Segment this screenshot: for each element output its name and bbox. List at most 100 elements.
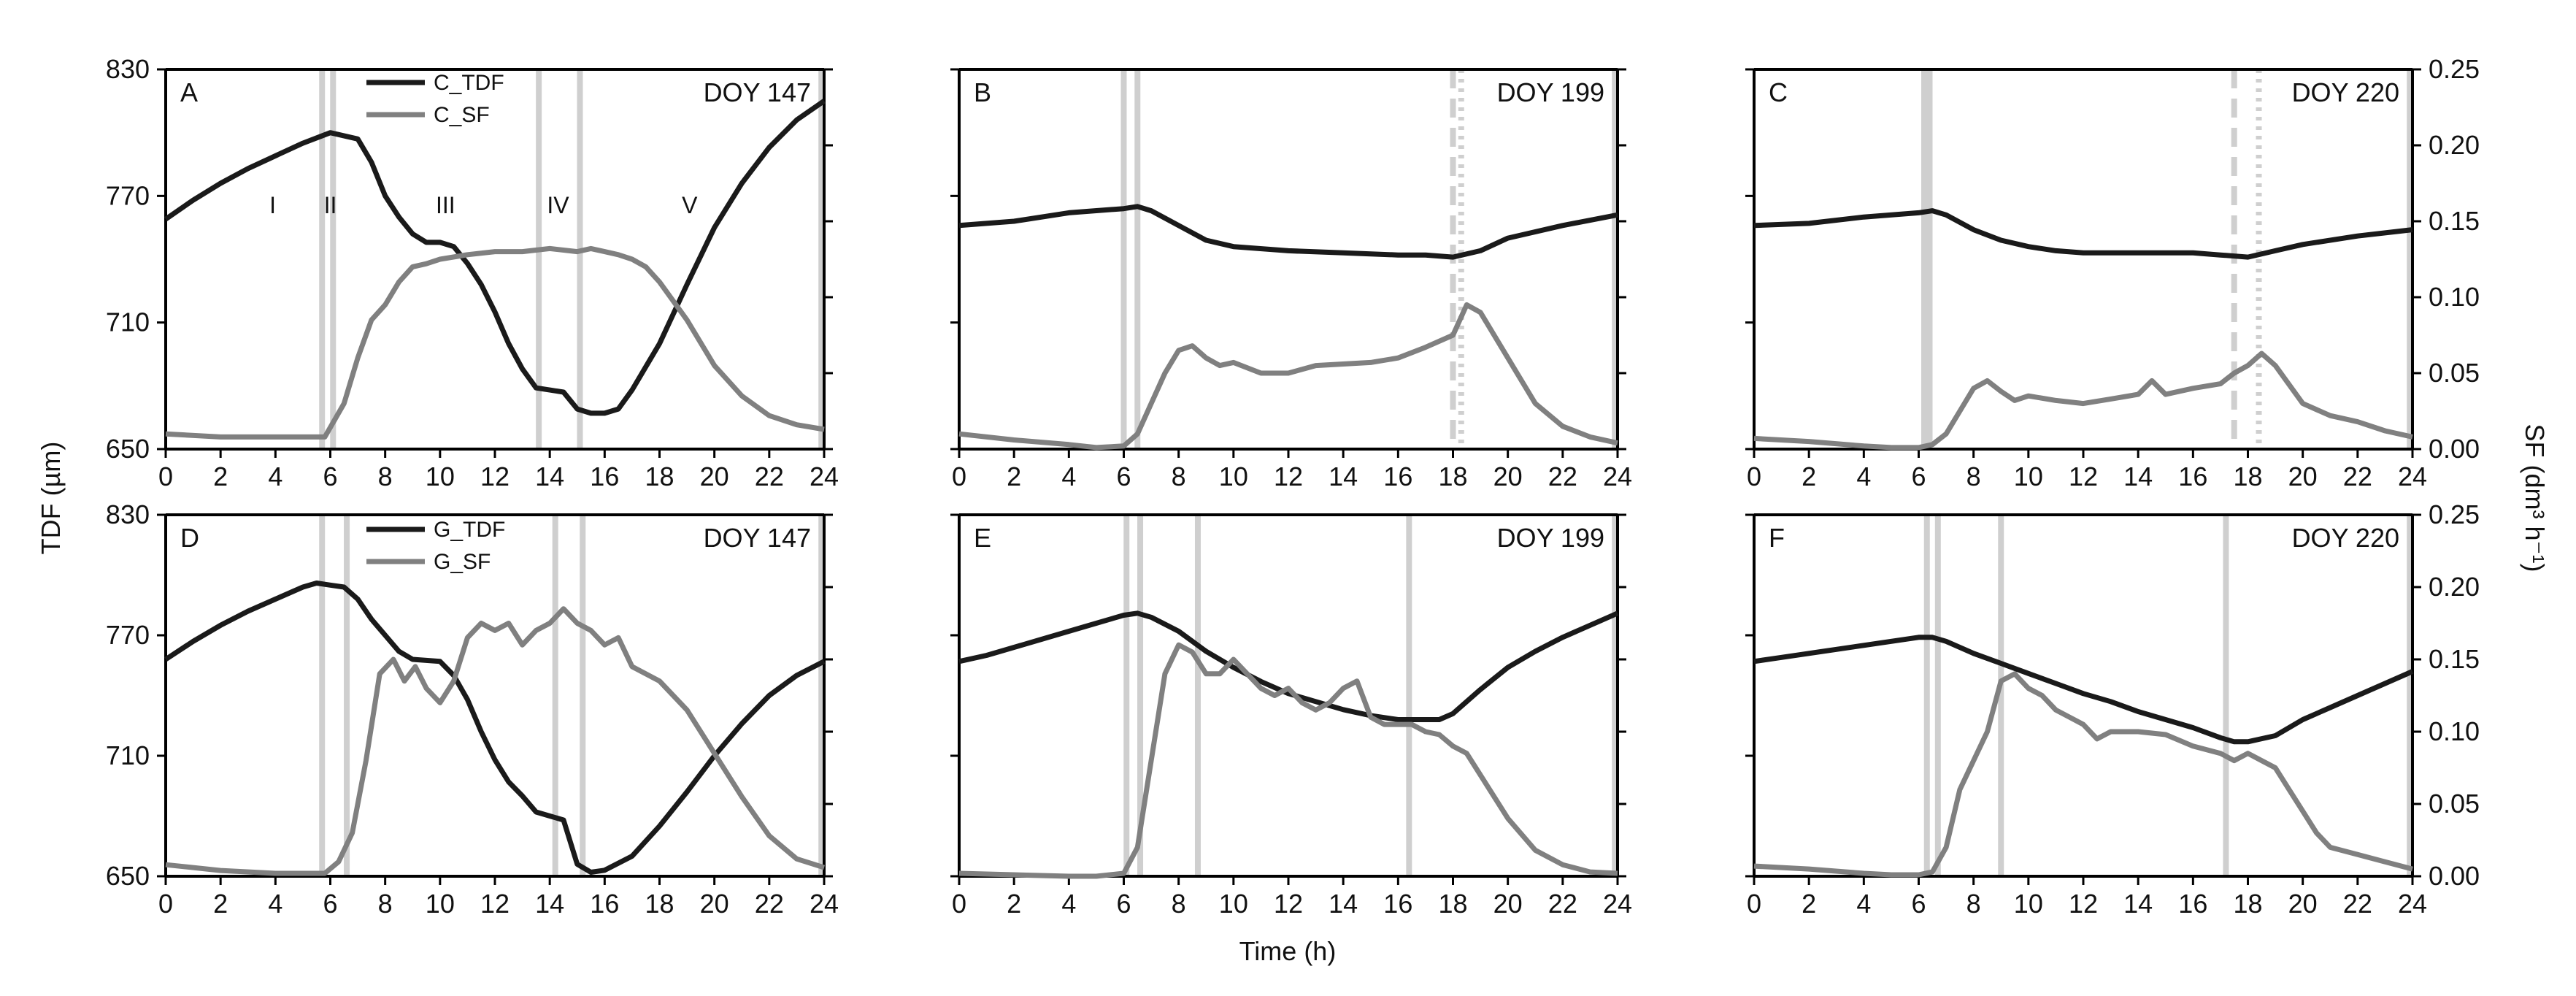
x-tick-label: 10 — [426, 889, 455, 919]
y-left-tick-label: 650 — [106, 434, 150, 464]
series-c-tdf — [164, 99, 826, 416]
x-tick-label: 22 — [2343, 889, 2372, 919]
x-tick-label: 14 — [1329, 461, 1358, 491]
y-right-tick-label: 0.05 — [2429, 358, 2480, 388]
series-g-sf — [165, 606, 826, 876]
phase-label: I — [269, 192, 276, 218]
series-g-tdf — [958, 610, 1619, 722]
y-right-tick-label: 0.25 — [2429, 499, 2480, 529]
x-tick-label: 14 — [535, 461, 564, 491]
x-tick-label: 16 — [2178, 889, 2207, 919]
x-tick-label: 10 — [2014, 461, 2043, 491]
x-tick-label: 18 — [645, 461, 674, 491]
x-tick-label: 0 — [158, 889, 173, 919]
y-axis-right-title: SF (dm³ h⁻¹) — [2520, 424, 2550, 572]
x-tick-label: 14 — [2123, 889, 2153, 919]
x-tick-label: 20 — [700, 461, 729, 491]
x-tick-label: 8 — [1966, 461, 1981, 491]
doy-label: DOY 220 — [2292, 77, 2399, 107]
phase-label: IV — [547, 192, 569, 218]
x-tick-label: 20 — [2288, 461, 2318, 491]
x-tick-label: 16 — [590, 461, 619, 491]
x-tick-label: 4 — [1061, 461, 1076, 491]
x-tick-label: 6 — [1911, 889, 1926, 919]
x-tick-label: 16 — [590, 889, 619, 919]
x-tick-label: 24 — [810, 889, 839, 919]
x-tick-label: 8 — [1966, 889, 1981, 919]
y-right-tick-label: 0.10 — [2429, 716, 2480, 746]
y-right-tick-label: 0.15 — [2429, 644, 2480, 674]
y-axis-left-title: TDF (µm) — [36, 442, 66, 555]
panel-letter: C — [1769, 77, 1788, 107]
x-tick-label: 8 — [378, 461, 393, 491]
series-c-sf — [958, 302, 1618, 451]
legend-label: G_TDF — [434, 518, 505, 542]
series-c-sf — [165, 245, 825, 440]
x-tick-label: 12 — [480, 461, 510, 491]
x-tick-label: 10 — [2014, 889, 2043, 919]
x-tick-label: 22 — [1548, 889, 1577, 919]
x-tick-label: 16 — [1383, 461, 1412, 491]
y-left-tick-label: 650 — [106, 861, 150, 891]
x-tick-label: 12 — [2069, 461, 2098, 491]
x-tick-label: 12 — [2069, 889, 2098, 919]
y-right-tick-label: 0.00 — [2429, 861, 2480, 891]
panel-letter: D — [180, 523, 199, 553]
x-tick-label: 2 — [213, 461, 228, 491]
x-tick-label: 8 — [378, 889, 393, 919]
series-g-sf — [1753, 671, 2413, 878]
y-right-tick-label: 0.15 — [2429, 206, 2480, 236]
x-tick-label: 0 — [1747, 461, 1761, 491]
x-tick-label: 18 — [2233, 889, 2262, 919]
legend-label: G_SF — [434, 550, 491, 574]
panel-letter: B — [974, 77, 991, 107]
panel-c: 0 2 4 6 8 10 12 14 16 18 20 22 240.000.050.100.150.2… — [1745, 54, 2480, 491]
x-tick-label: 24 — [1603, 889, 1632, 919]
y-left-tick-label: 770 — [106, 180, 150, 210]
x-tick-label: 24 — [2398, 461, 2427, 491]
x-tick-label: 0 — [952, 461, 966, 491]
x-tick-label: 12 — [480, 889, 510, 919]
x-tick-label: 18 — [1438, 889, 1467, 919]
x-tick-label: 24 — [810, 461, 839, 491]
y-right-tick-label: 0.20 — [2429, 130, 2480, 160]
panel-letter: F — [1769, 523, 1785, 553]
series-c-sf — [1753, 350, 2413, 451]
series-c-tdf — [1753, 208, 2413, 260]
panel-b: 0 2 4 6 8 10 12 14 16 18 20 22 24B DOY 199 — [950, 68, 1632, 491]
x-tick-label: 20 — [1493, 889, 1523, 919]
y-left-tick-label: 770 — [106, 620, 150, 650]
y-left-tick-label: 710 — [106, 740, 150, 770]
x-tick-label: 16 — [2178, 461, 2207, 491]
doy-label: DOY 147 — [704, 77, 811, 107]
x-tick-label: 22 — [1548, 461, 1577, 491]
y-right-tick-label: 0.10 — [2429, 282, 2480, 312]
x-tick-label: 14 — [535, 889, 564, 919]
doy-label: DOY 199 — [1497, 77, 1604, 107]
x-tick-label: 4 — [268, 461, 282, 491]
series-g-tdf — [164, 581, 826, 875]
y-right-tick-label: 0.00 — [2429, 434, 2480, 464]
x-tick-label: 24 — [1603, 461, 1632, 491]
x-tick-label: 6 — [323, 889, 337, 919]
legend-label: C_SF — [434, 103, 490, 127]
panel-e: 0 2 4 6 8 10 12 14 16 18 20 22 24E DOY 199 — [950, 513, 1632, 919]
x-tick-label: 14 — [2123, 461, 2153, 491]
series-g-tdf — [1753, 635, 2414, 745]
x-tick-label: 2 — [1007, 461, 1021, 491]
x-tick-label: 14 — [1329, 889, 1358, 919]
y-left-tick-label: 830 — [106, 499, 150, 529]
legend: C_TDF C_SF — [366, 71, 504, 127]
phase-label: II — [324, 192, 337, 218]
x-tick-label: 18 — [2233, 461, 2262, 491]
phase-label: III — [436, 192, 455, 218]
phase-label: V — [682, 192, 698, 218]
x-tick-label: 22 — [755, 461, 784, 491]
x-tick-label: 4 — [1856, 889, 1871, 919]
x-tick-label: 6 — [1116, 461, 1131, 491]
x-tick-label: 0 — [1747, 889, 1761, 919]
x-tick-label: 18 — [645, 889, 674, 919]
